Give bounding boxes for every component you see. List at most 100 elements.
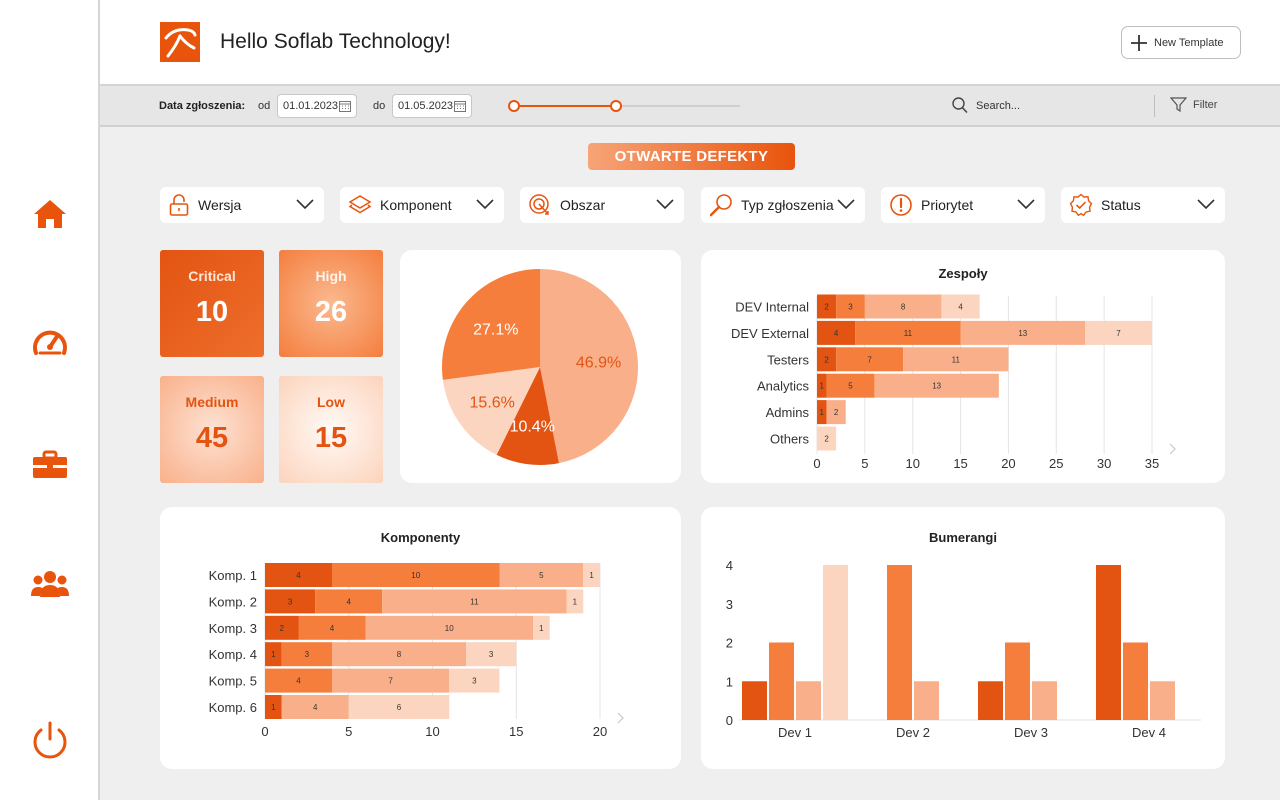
sidebar-item-projects[interactable] bbox=[28, 443, 72, 487]
bar-segment bbox=[265, 615, 299, 640]
bar-segment bbox=[817, 373, 827, 398]
pie-slice-label: 27.1% bbox=[473, 321, 518, 338]
x-tick-label: 20 bbox=[593, 724, 607, 739]
bar-value-label: 3 bbox=[489, 650, 494, 659]
bar bbox=[1005, 642, 1030, 720]
bar-segment bbox=[817, 294, 837, 319]
bar-segment bbox=[817, 426, 837, 451]
category-label: Analytics bbox=[757, 379, 810, 394]
bar-value-label: 1 bbox=[820, 408, 825, 417]
pie-slice bbox=[540, 269, 638, 464]
users-icon bbox=[31, 571, 69, 597]
dropdown-obszar[interactable]: Obszar bbox=[520, 187, 684, 223]
category-label: Testers bbox=[767, 352, 809, 367]
bar-value-label: 2 bbox=[824, 355, 829, 364]
bar-value-label: 3 bbox=[288, 597, 293, 606]
x-tick-label: 5 bbox=[861, 456, 868, 471]
date-range-start-handle[interactable] bbox=[508, 100, 520, 112]
bar-value-label: 3 bbox=[472, 677, 477, 686]
priority-pie-panel: 46.9% 10.4% 15.6% 27.1% bbox=[400, 250, 681, 483]
category-label: DEV Internal bbox=[735, 300, 809, 315]
kpi-low-label: Low bbox=[317, 394, 345, 410]
bar-value-label: 2 bbox=[824, 303, 829, 312]
alert-icon bbox=[890, 194, 912, 216]
app-logo bbox=[160, 22, 200, 62]
category-label: Dev 4 bbox=[1132, 725, 1166, 740]
category-label: Admins bbox=[766, 405, 810, 420]
to-date-input[interactable]: 01.05.2023 bbox=[392, 94, 472, 118]
bar-segment bbox=[1085, 320, 1152, 345]
x-tick-label: 25 bbox=[1049, 456, 1063, 471]
bar-value-label: 7 bbox=[388, 677, 393, 686]
bar-value-label: 11 bbox=[904, 329, 913, 338]
dropdown-typ-zgloszenia[interactable]: Typ zgłoszenia bbox=[701, 187, 865, 223]
search-input[interactable]: Search... bbox=[952, 97, 1020, 114]
components-chart-panel: Komponenty 0 5 10 15 20 Komp. 1 4 10 5 1 Komp. 2 3 4… bbox=[160, 507, 681, 769]
sidebar-item-home[interactable] bbox=[28, 192, 72, 236]
bar-value-label: 4 bbox=[296, 571, 301, 580]
dropdown-komponent[interactable]: Komponent bbox=[340, 187, 504, 223]
kpi-low-value: 15 bbox=[314, 422, 348, 454]
x-tick-label: 10 bbox=[905, 456, 919, 471]
x-tick-label: 30 bbox=[1097, 456, 1111, 471]
category-label: Dev 2 bbox=[896, 725, 930, 740]
bar-value-label: 11 bbox=[470, 597, 479, 606]
chevron-down-icon bbox=[837, 199, 855, 210]
magnifier-icon bbox=[709, 194, 732, 217]
teams-chart-title: Zespoły bbox=[938, 266, 988, 281]
dropdown-status-label: Status bbox=[1101, 197, 1141, 213]
bar-value-label: 10 bbox=[445, 624, 454, 633]
bar-value-label: 5 bbox=[539, 571, 544, 580]
priority-pie-chart: 46.9% 10.4% 15.6% 27.1% bbox=[442, 269, 638, 465]
bar-segment bbox=[499, 563, 584, 587]
bar-segment bbox=[265, 589, 316, 614]
kpi-high-label: High bbox=[315, 268, 347, 284]
from-date-input[interactable]: 01.01.2023 bbox=[277, 94, 357, 118]
filter-label: Filter bbox=[1193, 98, 1218, 111]
bar-segment bbox=[826, 373, 875, 398]
dropdown-wersja[interactable]: Wersja bbox=[160, 187, 324, 223]
bar-value-label: 8 bbox=[901, 303, 906, 312]
sidebar-item-logout[interactable] bbox=[28, 718, 72, 762]
bar-segment bbox=[332, 642, 466, 667]
dropdown-status[interactable]: Status bbox=[1061, 187, 1225, 223]
category-label: Komp. 3 bbox=[209, 621, 257, 636]
filter-button[interactable]: Filter bbox=[1170, 97, 1217, 112]
bar bbox=[978, 681, 1003, 720]
bar-value-label: 6 bbox=[397, 703, 402, 712]
bar-value-label: 4 bbox=[958, 303, 963, 312]
bar-value-label: 1 bbox=[271, 650, 276, 659]
bar bbox=[769, 642, 794, 720]
bar bbox=[914, 681, 939, 720]
chevron-down-icon bbox=[1197, 199, 1215, 210]
sidebar-item-users[interactable] bbox=[28, 562, 72, 606]
date-range-end-handle[interactable] bbox=[609, 100, 622, 112]
kpi-medium-label: Medium bbox=[185, 394, 239, 410]
dropdown-wersja-label: Wersja bbox=[198, 197, 242, 213]
new-template-button[interactable]: New Template bbox=[1121, 26, 1241, 59]
y-tick-label: 1 bbox=[726, 674, 733, 689]
sidebar-item-dashboard[interactable] bbox=[28, 320, 72, 364]
bar-segment bbox=[583, 563, 600, 587]
bar-value-label: 10 bbox=[411, 571, 420, 580]
pie-slice-label: 15.6% bbox=[470, 394, 515, 411]
teams-chart-panel: Zespoły 0 5 10 15 20 25 30 35 DEV Internal 2 3 8 4 DE… bbox=[701, 250, 1225, 483]
to-label: do bbox=[373, 100, 386, 112]
components-chart-title: Komponenty bbox=[380, 530, 461, 545]
x-tick-label: 35 bbox=[1145, 456, 1159, 471]
bar-segment bbox=[874, 373, 999, 398]
bar bbox=[742, 681, 767, 720]
dropdown-priorytet[interactable]: Priorytet bbox=[881, 187, 1045, 223]
y-tick-label: 3 bbox=[726, 597, 733, 612]
bar bbox=[1032, 681, 1057, 720]
chevron-down-icon bbox=[656, 199, 674, 210]
from-date-value: 01.01.2023 bbox=[283, 100, 339, 112]
lock-icon bbox=[169, 194, 189, 216]
date-filter-label: Data zgłoszenia: bbox=[159, 100, 246, 112]
bar-value-label: 2 bbox=[824, 435, 829, 444]
pie-slice-label: 10.4% bbox=[510, 418, 555, 435]
toolbar-divider bbox=[1154, 95, 1155, 117]
scroll-right-icon bbox=[1169, 443, 1176, 455]
date-range-slider-track[interactable] bbox=[514, 105, 740, 107]
bar-value-label: 7 bbox=[1116, 329, 1121, 338]
